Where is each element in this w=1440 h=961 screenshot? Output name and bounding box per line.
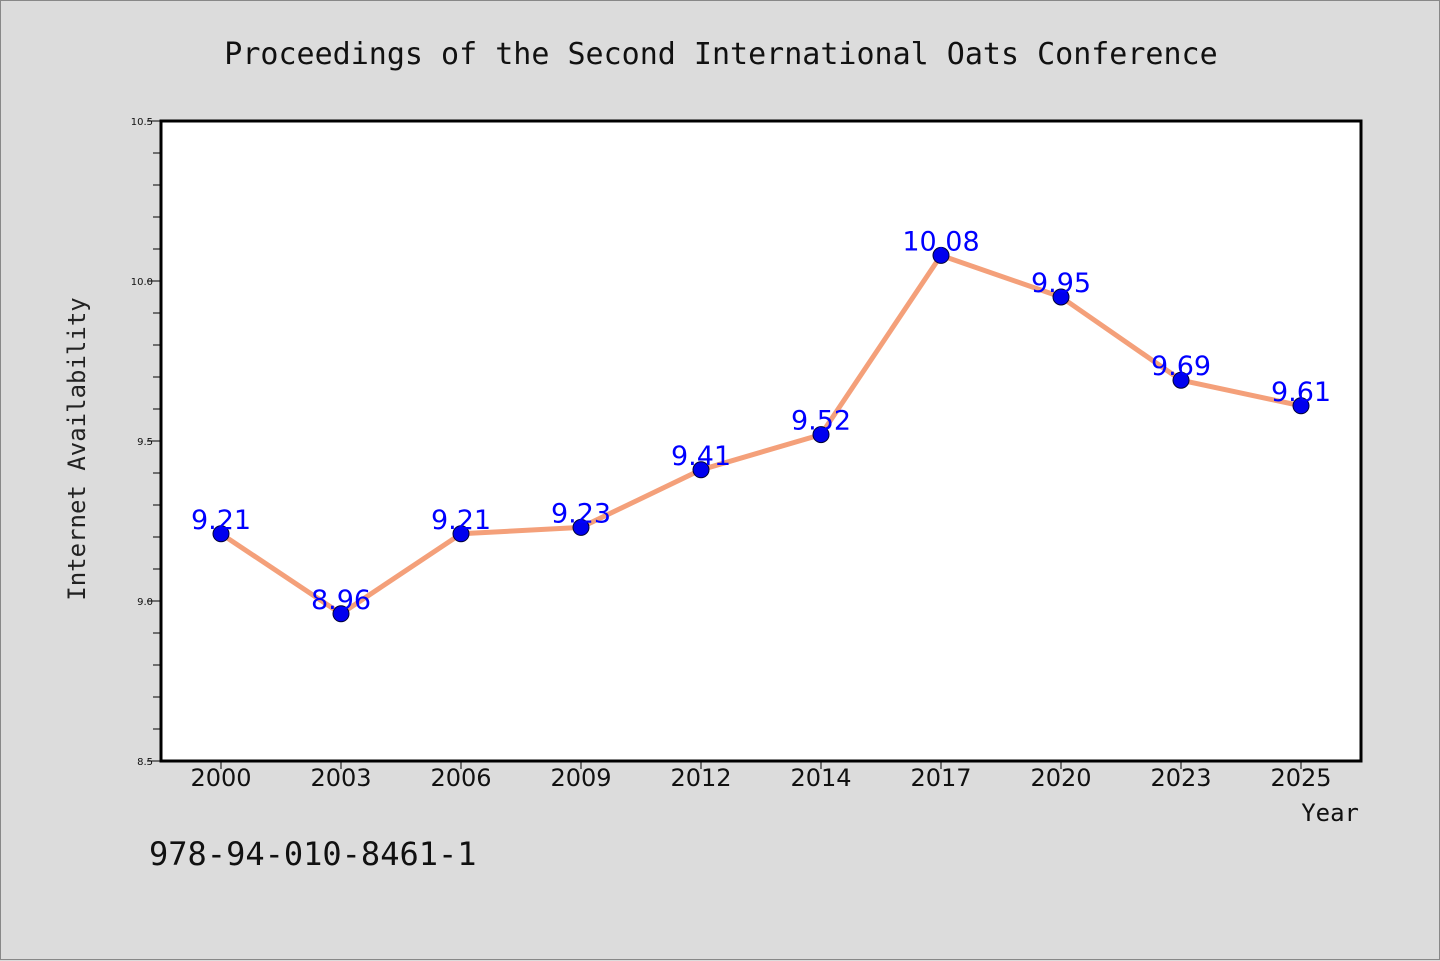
data-point xyxy=(572,518,590,536)
y-tick-label: 8.5 xyxy=(137,757,153,768)
y-tick-label: 10.5 xyxy=(131,117,153,128)
y-tick-label: 9.0 xyxy=(137,597,153,608)
x-axis-label: Year xyxy=(1301,799,1359,827)
x-tick-label: 2020 xyxy=(1030,764,1091,792)
x-tick-label: 2009 xyxy=(550,764,611,792)
data-labels: 9.21 8.96 9.21 9.23 9.41 9.52 10.08 9.95 9.69 9.6… xyxy=(191,226,1331,615)
data-label: 9.21 xyxy=(431,505,491,536)
data-point xyxy=(812,426,830,444)
x-axis-ticks: 2000 2003 2006 2009 2012 2014 2017 2020 2023 2025 xyxy=(190,761,1332,792)
y-axis-label: Internet Availability xyxy=(63,297,91,600)
series-line xyxy=(218,252,1304,617)
data-label: 9.21 xyxy=(191,505,251,536)
data-label: 10.08 xyxy=(902,226,979,257)
data-point xyxy=(1172,371,1190,389)
data-point xyxy=(332,605,350,623)
x-tick-label: 2006 xyxy=(430,764,491,792)
plot-frame xyxy=(159,119,1363,763)
data-label: 9.61 xyxy=(1271,377,1331,408)
x-tick-label: 2023 xyxy=(1150,764,1211,792)
data-point xyxy=(692,461,710,479)
x-tick-label: 2000 xyxy=(190,764,251,792)
data-label: 9.95 xyxy=(1031,268,1091,299)
data-point xyxy=(452,525,470,543)
y-axis-ticks: 8.5 9.0 9.5 10.0 10.5 xyxy=(131,117,161,768)
x-tick-label: 2003 xyxy=(310,764,371,792)
data-point xyxy=(1052,288,1070,306)
chart-title: Proceedings of the Second International … xyxy=(224,37,1217,72)
data-point xyxy=(1292,397,1310,415)
x-tick-label: 2012 xyxy=(670,764,731,792)
data-point xyxy=(212,525,230,543)
x-tick-label: 2014 xyxy=(790,764,851,792)
data-label: 9.69 xyxy=(1151,351,1211,382)
x-tick-label: 2017 xyxy=(910,764,971,792)
x-tick-label: 2025 xyxy=(1270,764,1331,792)
data-label: 9.52 xyxy=(791,406,851,437)
data-label: 9.23 xyxy=(551,498,611,529)
data-label: 9.41 xyxy=(671,441,731,472)
data-point xyxy=(932,246,950,264)
isbn-text: 978-94-010-8461-1 xyxy=(149,835,477,873)
y-tick-label: 10.0 xyxy=(131,277,153,288)
data-markers xyxy=(212,246,1310,623)
data-label: 8.96 xyxy=(311,585,371,616)
plot-area xyxy=(161,121,1361,761)
y-tick-label: 9.5 xyxy=(137,437,153,448)
